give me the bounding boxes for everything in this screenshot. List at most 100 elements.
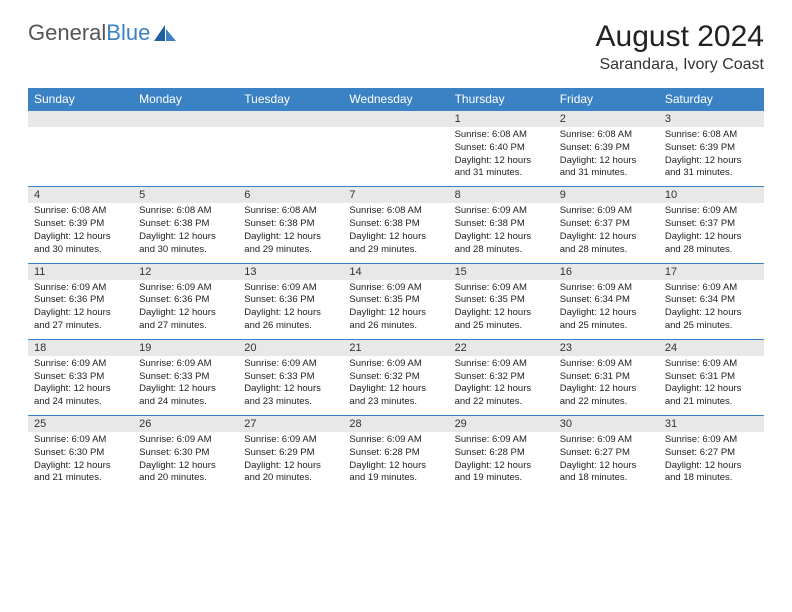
day-number: 22 bbox=[449, 340, 554, 356]
sunrise-text: Sunrise: 6:08 AM bbox=[244, 205, 337, 218]
day-number: 28 bbox=[343, 416, 448, 432]
day-number-cell: 16 bbox=[554, 263, 659, 280]
day-data: Sunrise: 6:09 AMSunset: 6:27 PMDaylight:… bbox=[554, 432, 659, 491]
daylight-text: Daylight: 12 hours and 31 minutes. bbox=[455, 155, 548, 181]
day-data-cell: Sunrise: 6:09 AMSunset: 6:33 PMDaylight:… bbox=[238, 356, 343, 416]
day-number-cell bbox=[133, 111, 238, 128]
sunrise-text: Sunrise: 6:08 AM bbox=[34, 205, 127, 218]
title-block: August 2024 Sarandara, Ivory Coast bbox=[596, 20, 764, 74]
logo: GeneralBlue bbox=[28, 20, 176, 46]
sunrise-text: Sunrise: 6:09 AM bbox=[139, 358, 232, 371]
day-data: Sunrise: 6:09 AMSunset: 6:36 PMDaylight:… bbox=[28, 280, 133, 339]
daylight-text: Daylight: 12 hours and 30 minutes. bbox=[139, 231, 232, 257]
day-number-cell: 13 bbox=[238, 263, 343, 280]
day-number: 31 bbox=[659, 416, 764, 432]
daylight-text: Daylight: 12 hours and 31 minutes. bbox=[665, 155, 758, 181]
sunrise-text: Sunrise: 6:09 AM bbox=[34, 282, 127, 295]
day-number bbox=[238, 111, 343, 115]
sunset-text: Sunset: 6:30 PM bbox=[34, 447, 127, 460]
day-data-cell: Sunrise: 6:09 AMSunset: 6:30 PMDaylight:… bbox=[28, 432, 133, 491]
sunrise-text: Sunrise: 6:09 AM bbox=[665, 434, 758, 447]
day-number: 25 bbox=[28, 416, 133, 432]
day-data-cell: Sunrise: 6:09 AMSunset: 6:30 PMDaylight:… bbox=[133, 432, 238, 491]
sunrise-text: Sunrise: 6:08 AM bbox=[455, 129, 548, 142]
day-number: 10 bbox=[659, 187, 764, 203]
daynum-row: 25262728293031 bbox=[28, 416, 764, 433]
day-data-cell: Sunrise: 6:09 AMSunset: 6:32 PMDaylight:… bbox=[449, 356, 554, 416]
day-data-cell bbox=[343, 127, 448, 187]
day-data-cell: Sunrise: 6:08 AMSunset: 6:38 PMDaylight:… bbox=[133, 203, 238, 263]
sunset-text: Sunset: 6:38 PM bbox=[455, 218, 548, 231]
daylight-text: Daylight: 12 hours and 22 minutes. bbox=[560, 383, 653, 409]
sunset-text: Sunset: 6:37 PM bbox=[665, 218, 758, 231]
daylight-text: Daylight: 12 hours and 20 minutes. bbox=[244, 460, 337, 486]
day-data: Sunrise: 6:08 AMSunset: 6:39 PMDaylight:… bbox=[28, 203, 133, 262]
daylight-text: Daylight: 12 hours and 18 minutes. bbox=[665, 460, 758, 486]
daylight-text: Daylight: 12 hours and 21 minutes. bbox=[34, 460, 127, 486]
day-number-cell: 30 bbox=[554, 416, 659, 433]
day-number-cell: 3 bbox=[659, 111, 764, 128]
day-data: Sunrise: 6:09 AMSunset: 6:36 PMDaylight:… bbox=[238, 280, 343, 339]
day-number-cell: 20 bbox=[238, 339, 343, 356]
header: GeneralBlue August 2024 Sarandara, Ivory… bbox=[28, 20, 764, 74]
sunset-text: Sunset: 6:39 PM bbox=[34, 218, 127, 231]
day-data-cell bbox=[133, 127, 238, 187]
sunset-text: Sunset: 6:31 PM bbox=[560, 371, 653, 384]
day-data-cell: Sunrise: 6:09 AMSunset: 6:31 PMDaylight:… bbox=[659, 356, 764, 416]
day-data bbox=[28, 127, 133, 183]
day-number: 17 bbox=[659, 264, 764, 280]
day-data-cell: Sunrise: 6:09 AMSunset: 6:32 PMDaylight:… bbox=[343, 356, 448, 416]
day-number: 11 bbox=[28, 264, 133, 280]
day-number: 20 bbox=[238, 340, 343, 356]
sunrise-text: Sunrise: 6:08 AM bbox=[560, 129, 653, 142]
day-number: 21 bbox=[343, 340, 448, 356]
day-number-cell bbox=[343, 111, 448, 128]
daylight-text: Daylight: 12 hours and 24 minutes. bbox=[139, 383, 232, 409]
sunrise-text: Sunrise: 6:09 AM bbox=[455, 434, 548, 447]
daydata-row: Sunrise: 6:08 AMSunset: 6:40 PMDaylight:… bbox=[28, 127, 764, 187]
day-number: 15 bbox=[449, 264, 554, 280]
sunset-text: Sunset: 6:38 PM bbox=[349, 218, 442, 231]
daydata-row: Sunrise: 6:09 AMSunset: 6:33 PMDaylight:… bbox=[28, 356, 764, 416]
day-data-cell: Sunrise: 6:09 AMSunset: 6:36 PMDaylight:… bbox=[238, 280, 343, 340]
daylight-text: Daylight: 12 hours and 19 minutes. bbox=[455, 460, 548, 486]
day-data: Sunrise: 6:09 AMSunset: 6:38 PMDaylight:… bbox=[449, 203, 554, 262]
sunset-text: Sunset: 6:28 PM bbox=[455, 447, 548, 460]
daylight-text: Daylight: 12 hours and 29 minutes. bbox=[244, 231, 337, 257]
day-data-cell: Sunrise: 6:09 AMSunset: 6:28 PMDaylight:… bbox=[343, 432, 448, 491]
logo-sail-icon bbox=[154, 25, 176, 41]
sunrise-text: Sunrise: 6:09 AM bbox=[244, 434, 337, 447]
sunset-text: Sunset: 6:28 PM bbox=[349, 447, 442, 460]
sunrise-text: Sunrise: 6:09 AM bbox=[455, 282, 548, 295]
day-data-cell: Sunrise: 6:09 AMSunset: 6:34 PMDaylight:… bbox=[554, 280, 659, 340]
day-number-cell: 8 bbox=[449, 187, 554, 204]
day-number: 24 bbox=[659, 340, 764, 356]
daylight-text: Daylight: 12 hours and 25 minutes. bbox=[560, 307, 653, 333]
sunrise-text: Sunrise: 6:09 AM bbox=[139, 434, 232, 447]
day-number: 26 bbox=[133, 416, 238, 432]
day-data: Sunrise: 6:09 AMSunset: 6:28 PMDaylight:… bbox=[449, 432, 554, 491]
sunrise-text: Sunrise: 6:09 AM bbox=[665, 205, 758, 218]
day-number-cell: 9 bbox=[554, 187, 659, 204]
day-data: Sunrise: 6:08 AMSunset: 6:39 PMDaylight:… bbox=[554, 127, 659, 186]
sunrise-text: Sunrise: 6:08 AM bbox=[349, 205, 442, 218]
day-number-cell: 2 bbox=[554, 111, 659, 128]
day-data-cell: Sunrise: 6:09 AMSunset: 6:27 PMDaylight:… bbox=[554, 432, 659, 491]
day-number-cell: 18 bbox=[28, 339, 133, 356]
day-number: 16 bbox=[554, 264, 659, 280]
daynum-row: 123 bbox=[28, 111, 764, 128]
sunrise-text: Sunrise: 6:09 AM bbox=[139, 282, 232, 295]
sunrise-text: Sunrise: 6:09 AM bbox=[560, 358, 653, 371]
day-data: Sunrise: 6:09 AMSunset: 6:37 PMDaylight:… bbox=[659, 203, 764, 262]
daydata-row: Sunrise: 6:09 AMSunset: 6:30 PMDaylight:… bbox=[28, 432, 764, 491]
sunset-text: Sunset: 6:27 PM bbox=[665, 447, 758, 460]
day-data-cell: Sunrise: 6:09 AMSunset: 6:36 PMDaylight:… bbox=[133, 280, 238, 340]
sunset-text: Sunset: 6:36 PM bbox=[139, 294, 232, 307]
day-number: 9 bbox=[554, 187, 659, 203]
day-number-cell: 14 bbox=[343, 263, 448, 280]
month-title: August 2024 bbox=[596, 20, 764, 54]
sunset-text: Sunset: 6:35 PM bbox=[349, 294, 442, 307]
weekday-header: Friday bbox=[554, 88, 659, 111]
daylight-text: Daylight: 12 hours and 20 minutes. bbox=[139, 460, 232, 486]
day-number: 12 bbox=[133, 264, 238, 280]
